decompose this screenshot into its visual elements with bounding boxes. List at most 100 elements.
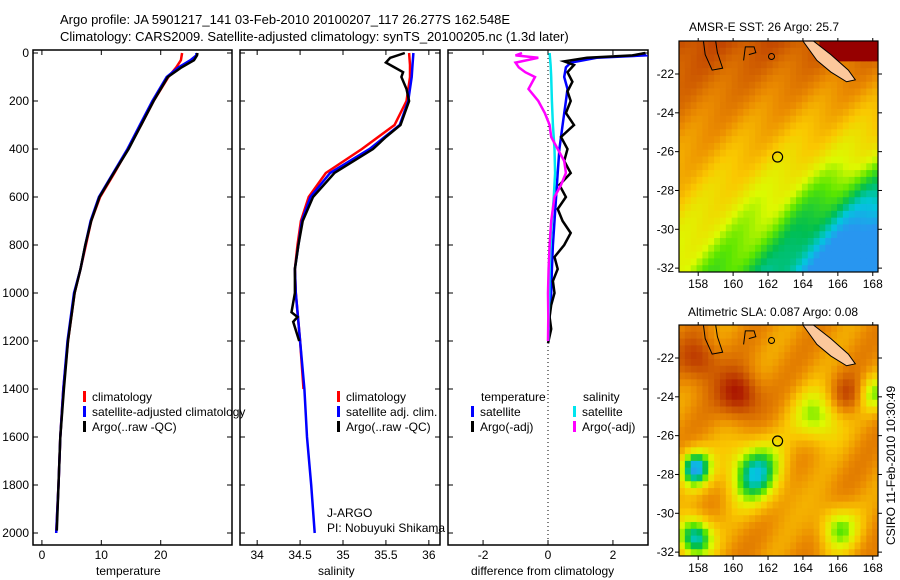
legend-item-climatology: climatology [337, 390, 437, 405]
x-tick-label: 164 [793, 277, 813, 291]
legend-swatch-black [83, 421, 86, 432]
temperature-panel: 0 200 400 600 800 1000 1200 1400 1600 1800 2000 0 10… [2, 46, 233, 562]
legend-swatch-blue [83, 406, 86, 417]
y-tick-label: 0 [22, 46, 29, 60]
salinity-legend: climatology satellite adj. clim. Argo(..… [337, 390, 437, 435]
series-line-temperature-satellite [547, 51, 648, 342]
y-tick-label: -28 [657, 467, 675, 481]
legend-item-satellite: satellite adj. clim. [337, 405, 437, 420]
legend-header: salinity [583, 390, 620, 404]
legend-label: satellite [480, 405, 521, 419]
legend-label: Argo(..raw -QC) [92, 420, 177, 434]
x-tick-label: -2 [478, 548, 489, 562]
y-tick-label: 1200 [2, 334, 29, 348]
float-credit: J-ARGO PI: Nobuyuki Shikama [327, 506, 445, 536]
legend-item-satellite: satellite-adjusted climatology [83, 405, 245, 420]
y-tick-label: 800 [9, 238, 29, 252]
island-outline [768, 53, 776, 61]
y-tick-label: 200 [9, 94, 29, 108]
x-tick-label: 168 [863, 561, 883, 575]
y-tick-label: -24 [657, 106, 675, 120]
title-line-1: Argo profile: JA 5901217_141 03-Feb-2010… [60, 12, 511, 27]
new-caledonia-land [801, 324, 857, 367]
reef-coastline [702, 324, 724, 355]
legend-label: climatology [346, 390, 407, 404]
legend-swatch-magenta [573, 421, 576, 432]
series-line-argo-raw-qc- [290, 51, 411, 342]
sla-map: 158 160 162 164 166 168 -22 -24 -26 -28 -30 -32 [657, 322, 883, 575]
legend-swatch-blue [471, 406, 474, 417]
salinity-xlabel: salinity [318, 564, 355, 578]
x-tick-label: 0 [39, 548, 46, 562]
y-tick-label: -26 [657, 145, 675, 159]
y-tick-label: 1600 [2, 430, 29, 444]
reef-coastline [743, 330, 757, 345]
difference-panel: -2 0 2 [447, 49, 649, 562]
legend-swatch-red [337, 391, 340, 402]
x-tick-label: 166 [828, 277, 848, 291]
legend-item-temp-argo: Argo(-adj) [471, 420, 546, 435]
float-agency: J-ARGO [327, 506, 373, 520]
sst-map-frame [678, 40, 879, 273]
legend-label: satellite [582, 405, 623, 419]
legend-item-sal-satellite: satellite [573, 405, 635, 420]
legend-item-argo: Argo(..raw -QC) [337, 420, 437, 435]
y-tick-label: -24 [657, 390, 675, 404]
float-pi: PI: Nobuyuki Shikama [327, 521, 446, 535]
legend-label: Argo(-adj) [582, 420, 636, 434]
legend-label: satellite-adjusted climatology [92, 405, 246, 419]
sst-map: 158 160 162 164 166 168 -22 -24 -26 -28 -30 -32 [657, 38, 883, 291]
difference-legend-salinity: salinity satellite Argo(-adj) [573, 390, 635, 435]
legend-swatch-cyan [573, 406, 576, 417]
y-tick-label: -26 [657, 429, 675, 443]
x-tick-label: 166 [828, 561, 848, 575]
x-tick-label: 10 [95, 548, 109, 562]
y-tick-label: -28 [657, 183, 675, 197]
salinity-panel: 34 34.5 35 35.5 36 [239, 49, 441, 562]
new-caledonia-land [801, 40, 857, 83]
x-tick-label: 158 [688, 561, 708, 575]
y-tick-label: -22 [657, 67, 675, 81]
y-tick-label: -22 [657, 351, 675, 365]
y-tick-label: 600 [9, 190, 29, 204]
x-tick-label: 35.5 [374, 548, 398, 562]
y-tick-label: 1800 [2, 478, 29, 492]
sla-map-field [679, 325, 879, 557]
island-outline [768, 337, 776, 345]
temperature-legend: climatology satellite-adjusted climatolo… [83, 390, 245, 435]
sst-map-title: AMSR-E SST: 26 Argo: 25.7 [689, 20, 840, 34]
legend-label: satellite adj. clim. [346, 405, 438, 419]
legend-swatch-black [337, 421, 340, 432]
x-tick-label: 158 [688, 277, 708, 291]
x-tick-label: 162 [758, 561, 778, 575]
legend-item-climatology: climatology [83, 390, 245, 405]
series-line-climatology [293, 52, 412, 390]
y-tick-label: 2000 [2, 526, 29, 540]
y-tick-label: -32 [657, 545, 675, 559]
legend-item-sal-argo: Argo(-adj) [573, 420, 635, 435]
csiro-timestamp: CSIRO 11-Feb-2010 10:30:49 [884, 385, 898, 545]
y-tick-label: -30 [657, 506, 675, 520]
temperature-xlabel: temperature [96, 564, 161, 578]
x-tick-label: 34.5 [288, 548, 312, 562]
salinity-axes-box [239, 49, 441, 546]
legend-item-argo: Argo(..raw -QC) [83, 420, 245, 435]
temperature-axes-box [32, 49, 233, 546]
y-tick-label: 1000 [2, 286, 29, 300]
reef-coastline [702, 40, 724, 71]
x-tick-label: 20 [154, 548, 168, 562]
x-tick-label: 160 [723, 561, 743, 575]
title-line-2: Climatology: CARS2009. Satellite-adjuste… [60, 29, 569, 44]
sla-map-title: Altimetric SLA: 0.087 Argo: 0.08 [688, 305, 859, 319]
legend-swatch-red [83, 391, 86, 402]
x-tick-label: 35 [336, 548, 350, 562]
x-tick-label: 164 [793, 561, 813, 575]
y-tick-label: -32 [657, 261, 675, 275]
series-line-satellite-adjusted-climatology [54, 53, 198, 534]
x-tick-label: 0 [545, 548, 552, 562]
y-tick-label: 1400 [2, 382, 29, 396]
series-line-argo-raw-qc- [55, 52, 199, 531]
x-tick-label: 162 [758, 277, 778, 291]
y-tick-label: -30 [657, 222, 675, 236]
